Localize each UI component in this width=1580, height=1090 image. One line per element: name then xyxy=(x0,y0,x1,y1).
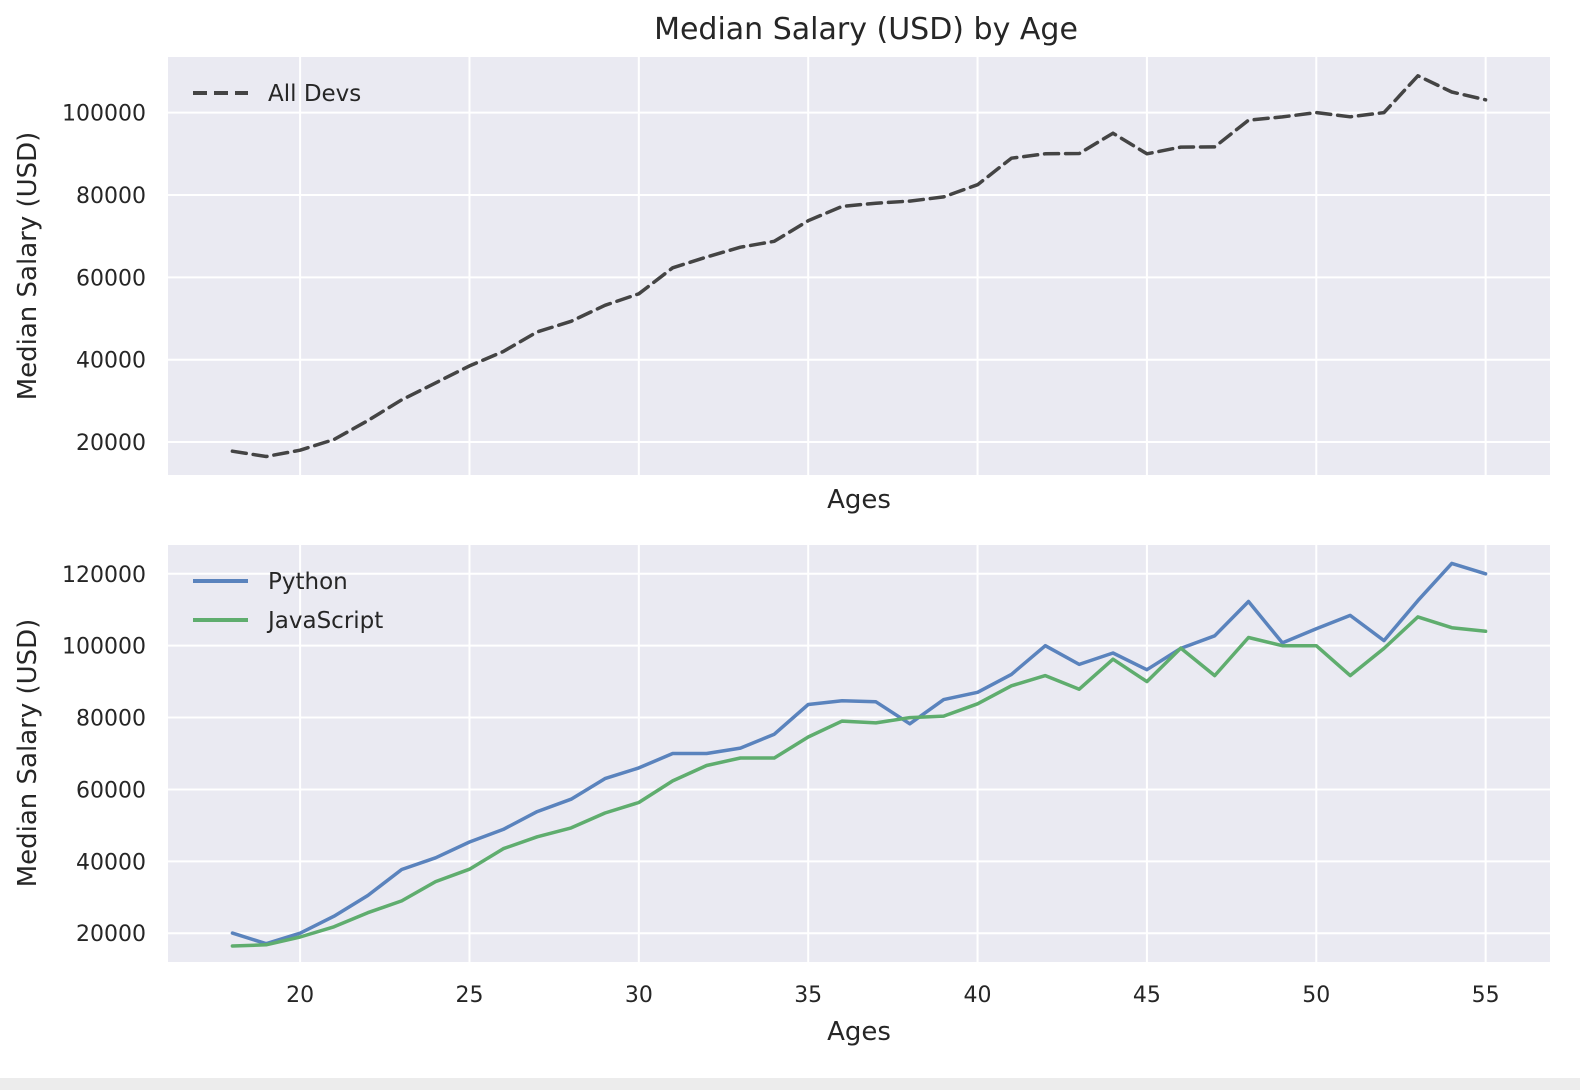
x-tick-label: 50 xyxy=(1302,983,1330,1008)
y-tick-label: 40000 xyxy=(76,850,146,875)
legend-label: JavaScript xyxy=(266,608,383,634)
x-tick-label: 40 xyxy=(964,983,992,1008)
figure-bottom-strip xyxy=(0,1078,1580,1090)
legend-label: All Devs xyxy=(268,81,361,107)
series-line-javascript xyxy=(230,615,1488,948)
top-panel: 20000 40000 60000 80000 100000 Ages Median Sal… xyxy=(13,57,1550,515)
x-axis-label: Ages xyxy=(827,1017,891,1047)
y-tick-label: 60000 xyxy=(76,778,146,803)
y-axis-label: Median Salary (USD) xyxy=(13,619,43,888)
x-tick-label: 55 xyxy=(1472,983,1500,1008)
bottom-panel: 20 25 30 35 40 45 50 55 20000 40000 60000 80000 1000… xyxy=(13,545,1550,1047)
y-tick-label: 20000 xyxy=(76,922,146,947)
series-line-all-devs xyxy=(230,74,1488,459)
series-line-python xyxy=(230,561,1488,946)
y-tick-label: 80000 xyxy=(76,184,146,209)
x-tick-label: 35 xyxy=(794,983,822,1008)
plot-area xyxy=(168,57,1550,475)
x-tick-label: 45 xyxy=(1133,983,1161,1008)
y-tick-label: 40000 xyxy=(76,349,146,374)
y-tick-label: 80000 xyxy=(76,707,146,732)
x-tick-label: 30 xyxy=(625,983,653,1008)
legend-label: Python xyxy=(268,569,348,595)
chart-title: Median Salary (USD) by Age xyxy=(654,12,1078,47)
plot-area xyxy=(168,545,1550,962)
x-axis-label: Ages xyxy=(827,485,891,515)
y-tick-label: 100000 xyxy=(62,635,146,660)
y-tick-label: 100000 xyxy=(62,102,146,127)
y-tick-label: 120000 xyxy=(62,563,146,588)
x-tick-label: 20 xyxy=(286,983,314,1008)
y-axis-label: Median Salary (USD) xyxy=(13,132,43,401)
x-tick-label: 25 xyxy=(455,983,483,1008)
y-tick-label: 20000 xyxy=(76,431,146,456)
y-tick-label: 60000 xyxy=(76,266,146,291)
